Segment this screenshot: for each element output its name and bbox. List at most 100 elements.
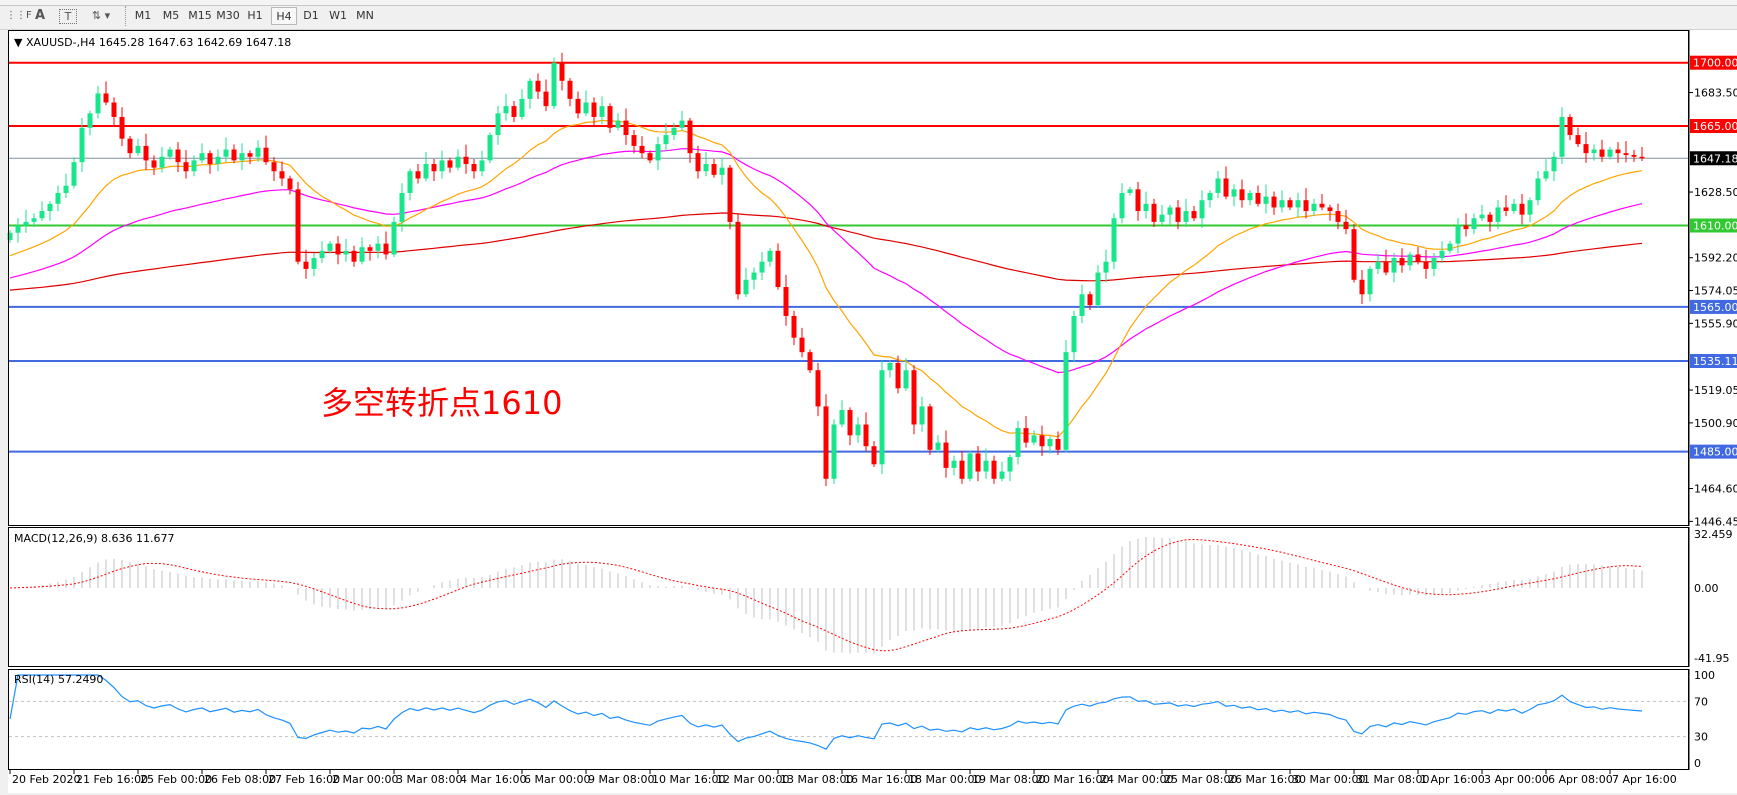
- time-label: 30 Mar 00:00: [1292, 773, 1365, 786]
- candle: [1255, 185, 1261, 207]
- candle-body: [959, 460, 965, 479]
- arrows-icon[interactable]: ⇅ ▾: [91, 9, 111, 22]
- candle: [567, 78, 573, 107]
- candle: [959, 450, 965, 484]
- candle-body: [671, 127, 677, 136]
- candle-body: [1479, 214, 1485, 219]
- candle-body: [655, 144, 661, 161]
- candle: [1495, 200, 1501, 230]
- candle-body: [887, 362, 893, 371]
- candle-body: [1199, 200, 1205, 219]
- timeframe-d1[interactable]: D1: [303, 9, 319, 22]
- candle-body: [1183, 211, 1189, 222]
- timeframe-m1[interactable]: M1: [134, 9, 152, 22]
- timeframe-h4[interactable]: H4: [271, 7, 297, 25]
- candle: [671, 122, 677, 141]
- candle-body: [927, 406, 933, 450]
- candle-body: [1095, 272, 1101, 306]
- candle-body: [343, 250, 349, 255]
- candle-body: [1511, 203, 1517, 212]
- candle: [1471, 213, 1477, 235]
- candle-body: [111, 102, 117, 117]
- candle-body: [1487, 214, 1493, 222]
- candle: [71, 157, 77, 189]
- candle-body: [471, 164, 477, 172]
- candle: [799, 327, 805, 358]
- candle: [1239, 179, 1245, 208]
- text-label-icon[interactable]: T: [59, 9, 77, 24]
- candle: [1271, 191, 1277, 215]
- candle: [871, 441, 877, 468]
- candle: [575, 91, 581, 119]
- level-label-bg: [1690, 119, 1737, 134]
- candle-body: [1583, 144, 1589, 154]
- candle: [1247, 190, 1253, 206]
- candle-body: [1167, 207, 1173, 215]
- candle: [1607, 146, 1613, 160]
- candle-body: [383, 243, 389, 255]
- candle-body: [1047, 438, 1053, 447]
- time-label: 26 Feb 08:00: [204, 773, 276, 786]
- candle: [1279, 190, 1285, 213]
- toolbar-separator: [125, 6, 128, 26]
- candle: [887, 360, 893, 378]
- header-dropdown-icon[interactable]: ▼: [14, 36, 23, 49]
- candle: [191, 155, 197, 177]
- last-price-label-bg: [1690, 151, 1737, 166]
- candle-body: [1071, 315, 1077, 353]
- candle-body: [1551, 156, 1557, 172]
- candle-body: [1207, 192, 1213, 201]
- timeframe-mn[interactable]: MN: [356, 9, 374, 22]
- time-label: 21 Feb 16:00: [76, 773, 148, 786]
- candle: [1511, 198, 1517, 214]
- candle: [111, 97, 117, 127]
- candle: [1559, 107, 1565, 165]
- candle: [1151, 198, 1157, 227]
- candle: [1071, 310, 1077, 362]
- candle: [1575, 127, 1581, 147]
- candle-body: [839, 410, 845, 425]
- candle-body: [23, 221, 29, 226]
- candle: [991, 455, 997, 484]
- timeframe-m5[interactable]: M5: [162, 9, 180, 22]
- macd-tick-label: 32.459: [1694, 528, 1733, 541]
- candle-body: [527, 80, 533, 99]
- candle: [1263, 184, 1269, 214]
- candle: [199, 143, 205, 164]
- candle-body: [231, 149, 237, 161]
- text-a-icon[interactable]: A: [34, 8, 46, 23]
- candle: [807, 349, 813, 373]
- timeframe-w1[interactable]: W1: [329, 9, 347, 22]
- candle-body: [87, 113, 93, 128]
- rsi-line: [9, 674, 1643, 750]
- candle: [535, 73, 541, 100]
- candle: [167, 146, 173, 160]
- candle: [39, 201, 45, 221]
- candle: [1127, 186, 1133, 196]
- candle: [1343, 209, 1349, 235]
- candle: [159, 146, 165, 173]
- candle: [791, 310, 797, 346]
- candle-body: [359, 247, 365, 262]
- candle: [1375, 254, 1381, 274]
- candle: [31, 213, 37, 227]
- candle: [311, 253, 317, 277]
- candle-body: [327, 243, 333, 251]
- level-label: 1610.00: [1693, 220, 1737, 233]
- candle-body: [1055, 438, 1061, 450]
- grid-icon[interactable]: ⋮⋮F: [6, 10, 32, 21]
- candle: [823, 394, 829, 487]
- candle: [127, 135, 133, 159]
- candle: [1191, 205, 1197, 221]
- candle: [1431, 253, 1437, 277]
- candle-body: [159, 156, 165, 168]
- candle: [1039, 425, 1045, 456]
- candle: [247, 150, 253, 165]
- candle: [519, 89, 525, 120]
- price-panel[interactable]: 1683.50 1628.50 1592.20 1574.05 1555.90 1519.…: [7, 30, 1737, 528]
- timeframe-h1[interactable]: H1: [247, 9, 263, 22]
- candle-body: [503, 106, 509, 114]
- timeframe-m30[interactable]: M30: [216, 9, 240, 22]
- timeframe-m15[interactable]: M15: [188, 9, 212, 22]
